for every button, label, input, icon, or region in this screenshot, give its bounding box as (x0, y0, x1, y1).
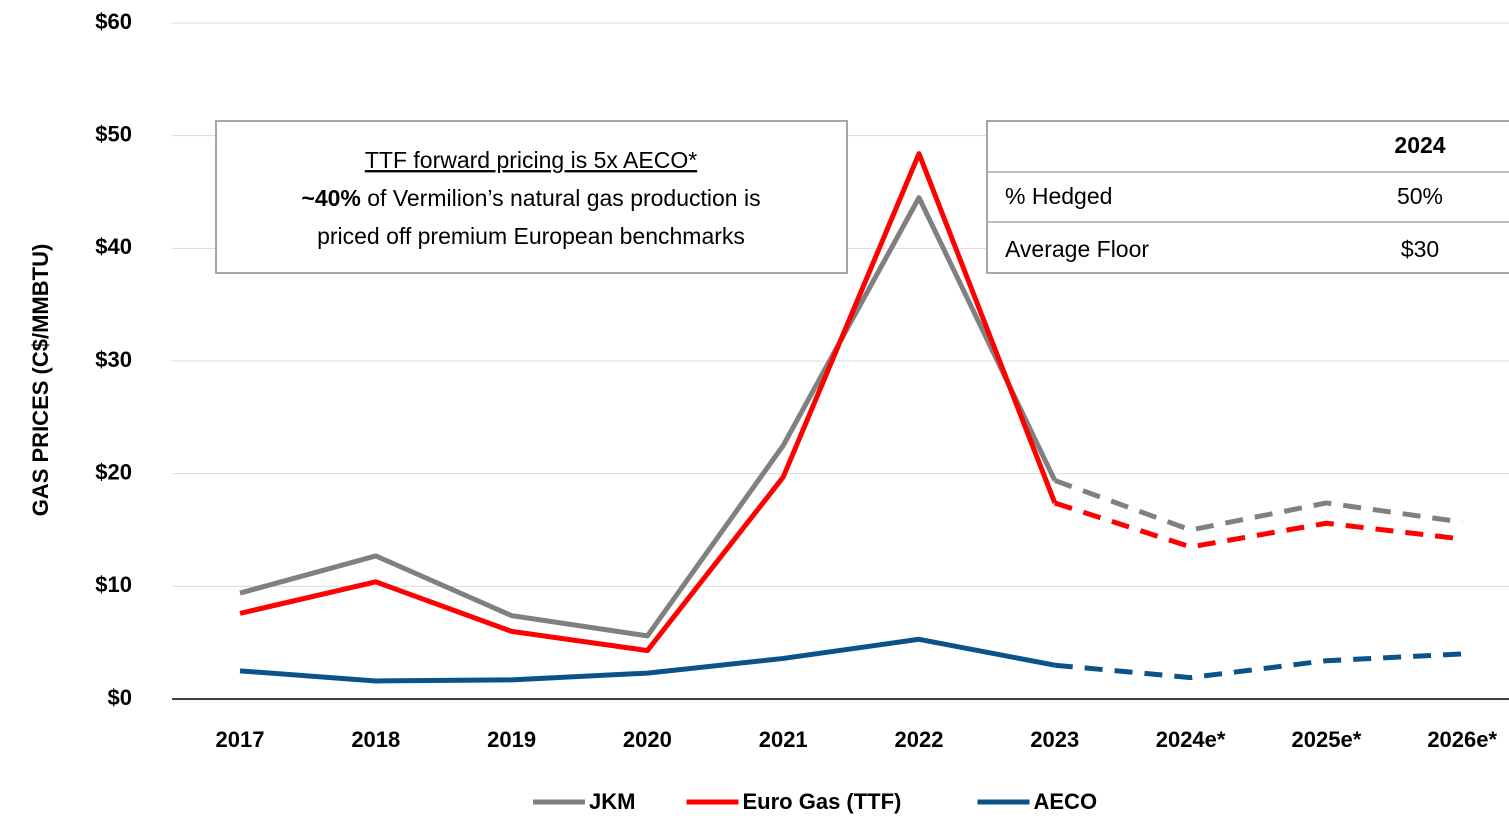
series-line-forecast (1053, 478, 1463, 533)
x-tick-label: 2019 (487, 727, 536, 752)
series-line (239, 195, 1058, 639)
series-line (239, 636, 1056, 684)
legend-label: Euro Gas (TTF) (743, 789, 902, 814)
x-tick-label: 2018 (351, 727, 400, 752)
table-header: 2024 (1394, 132, 1445, 158)
annotation-line: priced off premium European benchmarks (317, 223, 745, 249)
x-tick-label: 2021 (759, 727, 808, 752)
annotation-bold: ~40% (301, 185, 360, 211)
series-line-forecast (1054, 651, 1463, 681)
y-axis-label: GAS PRICES (C$/MMBTU) (28, 244, 53, 517)
y-tick-label: $60 (95, 9, 132, 34)
y-tick-label: $20 (95, 459, 132, 484)
x-tick-label: 2025e* (1292, 727, 1362, 752)
legend-label: AECO (1034, 789, 1098, 814)
annotation-box (215, 120, 848, 274)
y-tick-label: $50 (95, 121, 132, 146)
series-line-forecast (1054, 500, 1463, 550)
table-cell: $30 (1401, 236, 1439, 262)
table-cell: % Hedged (1005, 183, 1112, 209)
hedge-table (986, 120, 1509, 274)
y-tick-label: $30 (95, 347, 132, 372)
table-cell: 50% (1397, 183, 1443, 209)
table-cell: Average Floor (1005, 236, 1149, 262)
y-tick-label: $40 (95, 234, 132, 259)
annotation-text: of Vermilion’s natural gas production is (361, 185, 761, 211)
x-tick-label: 2023 (1030, 727, 1079, 752)
annotation-line: ~40% of Vermilion’s natural gas producti… (301, 185, 760, 211)
x-tick-label: 2026e* (1427, 727, 1497, 752)
x-tick-label: 2017 (216, 727, 265, 752)
series-line (239, 151, 1058, 654)
annotation-line: TTF forward pricing is 5x AECO* (365, 147, 697, 173)
x-tick-label: 2022 (895, 727, 944, 752)
x-tick-label: 2020 (623, 727, 672, 752)
plot: $0 $10 $20 $30 $40 $50 $60 2017 2018 2019 2020 2021… (95, 9, 1509, 814)
y-tick-label: $0 (108, 685, 132, 710)
x-tick-label: 2024e* (1156, 727, 1226, 752)
y-tick-label: $10 (95, 572, 132, 597)
legend-label: JKM (589, 789, 635, 814)
